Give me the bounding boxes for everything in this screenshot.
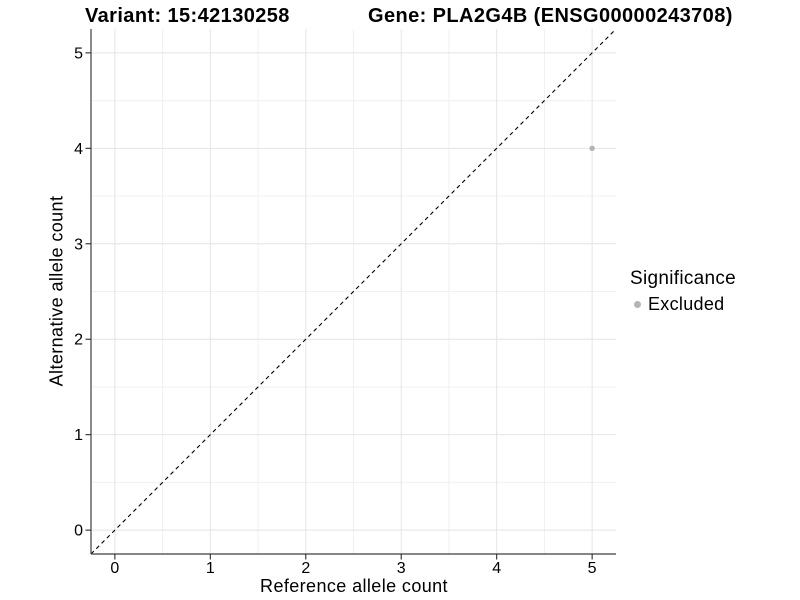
x-tick-label: 5	[588, 560, 597, 577]
excluded-point-icon	[634, 301, 641, 308]
y-tick-label: 1	[74, 427, 83, 444]
identity-dashed-line	[90, 28, 617, 555]
x-tick-label: 0	[110, 560, 119, 577]
plot-title-variant: Variant: 15:42130258	[85, 5, 290, 27]
legend: Significance Excluded	[630, 268, 736, 315]
legend-item-excluded: Excluded	[630, 294, 736, 315]
y-tick-label: 2	[74, 332, 83, 349]
x-tick-label: 4	[492, 560, 501, 577]
legend-key	[630, 297, 645, 312]
x-tick-label: 3	[397, 560, 406, 577]
y-tick-label: 3	[74, 236, 83, 253]
y-axis-title: Alternative allele count	[46, 195, 67, 387]
plot-title-gene: Gene: PLA2G4B (ENSG00000243708)	[368, 5, 733, 27]
y-tick-label: 4	[74, 141, 83, 158]
y-tick-label: 0	[74, 523, 83, 540]
x-tick-label: 2	[301, 560, 310, 577]
legend-item-label: Excluded	[648, 294, 725, 314]
x-tick-label: 1	[206, 560, 215, 577]
x-axis-title: Reference allele count	[260, 576, 448, 596]
data-point-excluded	[589, 145, 595, 152]
y-tick-label: 5	[74, 45, 83, 62]
legend-title: Significance	[630, 268, 737, 289]
